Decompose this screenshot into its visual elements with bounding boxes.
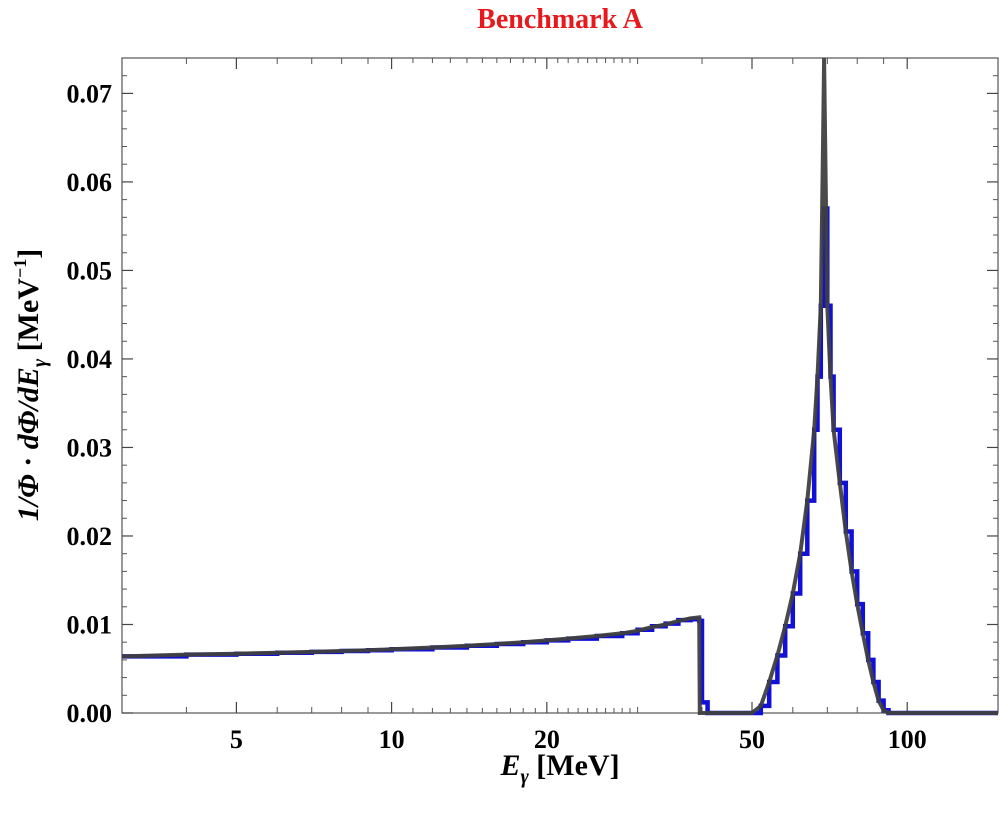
x-tick-label: 5 <box>230 725 243 754</box>
y-tick-label: 0.02 <box>67 522 113 551</box>
chart-title: Benchmark A <box>477 4 643 35</box>
y-tick-label: 0.03 <box>67 433 113 462</box>
y-tick-label: 0.00 <box>67 699 113 728</box>
y-tick-label: 0.05 <box>67 256 113 285</box>
plot-frame <box>121 57 999 714</box>
y-tick-label: 0.01 <box>67 610 113 639</box>
x-tick-label: 20 <box>534 725 560 754</box>
x-tick-label: 100 <box>888 725 927 754</box>
y-tick-label: 0.06 <box>67 168 113 197</box>
analytic-series-line <box>121 57 998 715</box>
minor-ticks <box>121 57 999 713</box>
y-tick-label: 0.07 <box>67 79 113 108</box>
x-tick-label: 10 <box>379 725 405 754</box>
x-axis-label: Eγ [MeV] <box>499 749 619 788</box>
x-tick-label: 50 <box>739 725 765 754</box>
tick-labels: 5 10 20 50 100 0.00 0.01 0.02 0.03 0.04 0.05 0.06 0.… <box>67 79 927 754</box>
y-tick-label: 0.04 <box>67 345 113 374</box>
series-layer <box>121 57 998 716</box>
y-axis-label: 1/Φ · dΦ/dEγ [MeV−1] <box>10 249 51 521</box>
major-ticks <box>122 58 998 714</box>
